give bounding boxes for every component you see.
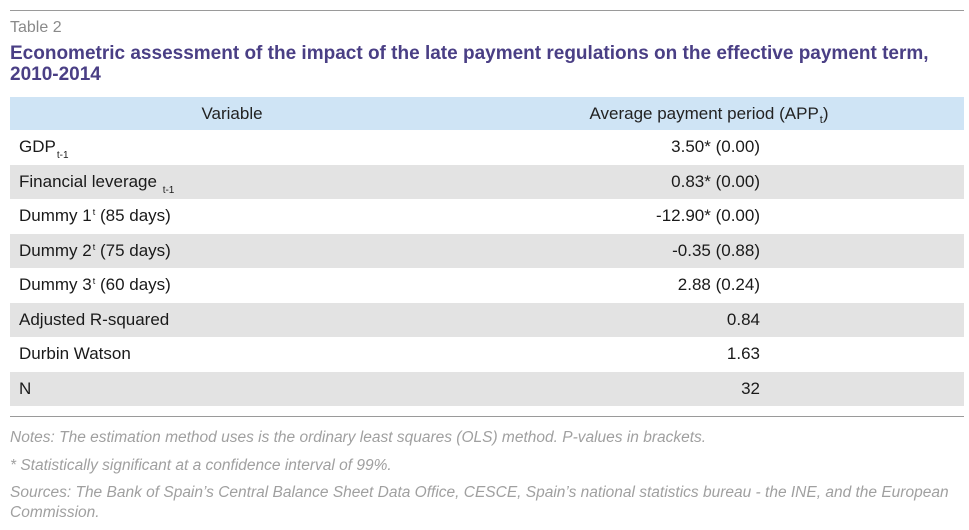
value-cell: -0.35 (0.88): [454, 233, 964, 268]
value-cell: 32: [454, 371, 964, 406]
variable-cell: N: [10, 371, 454, 406]
table-row: Adjusted R-squared 0.84: [10, 302, 964, 337]
bottom-divider: [10, 416, 964, 417]
value-cell: 2.88 (0.24): [677, 275, 760, 295]
table-title: Econometric assessment of the impact of …: [10, 43, 929, 85]
table-number: Table 2: [10, 19, 62, 36]
sources-note: Sources: The Bank of Spain’s Central Bal…: [10, 484, 949, 521]
table-row: Dummy 3t (60 days) 2.88 (0.24): [10, 268, 964, 303]
variable-cell: Financial leverage t-1: [10, 164, 454, 199]
variable-cell: Durbin Watson: [19, 344, 131, 364]
header-variable: Variable: [10, 97, 454, 130]
table-row: Durbin Watson 1.63: [10, 337, 964, 372]
header-average-payment-period: Average payment period (APPt): [454, 97, 964, 130]
table-row: N 32: [10, 371, 964, 406]
table-header-row: Variable Average payment period (APPt): [10, 97, 964, 130]
variable-cell: Dummy 3t (60 days): [19, 275, 171, 295]
table-notes: Notes: The estimation method uses is the…: [10, 427, 965, 530]
value-cell: 3.50* (0.00): [671, 137, 760, 157]
value-cell: 0.83* (0.00): [454, 164, 964, 199]
value-cell: 1.63: [726, 344, 760, 364]
table-row: Dummy 2t (75 days) -0.35 (0.88): [10, 233, 964, 268]
top-divider: [10, 10, 964, 11]
variable-cell: GDPt-1: [19, 137, 69, 162]
table-row: GDPt-1 3.50* (0.00): [10, 130, 964, 165]
variable-cell: Dummy 2t (75 days): [10, 233, 454, 268]
table-row: Financial leverage t-1 0.83* (0.00): [10, 164, 964, 199]
value-cell: -12.90* (0.00): [656, 206, 760, 226]
value-cell: 0.84: [454, 302, 964, 337]
variable-cell: Adjusted R-squared: [10, 302, 454, 337]
table-row: Dummy 1t (85 days) -12.90* (0.00): [10, 199, 964, 234]
regression-table: Variable Average payment period (APPt) G…: [10, 97, 964, 406]
significance-note: * Statistically significant at a confide…: [10, 457, 392, 474]
variable-cell: Dummy 1t (85 days): [19, 206, 171, 226]
method-note: Notes: The estimation method uses is the…: [10, 429, 707, 446]
